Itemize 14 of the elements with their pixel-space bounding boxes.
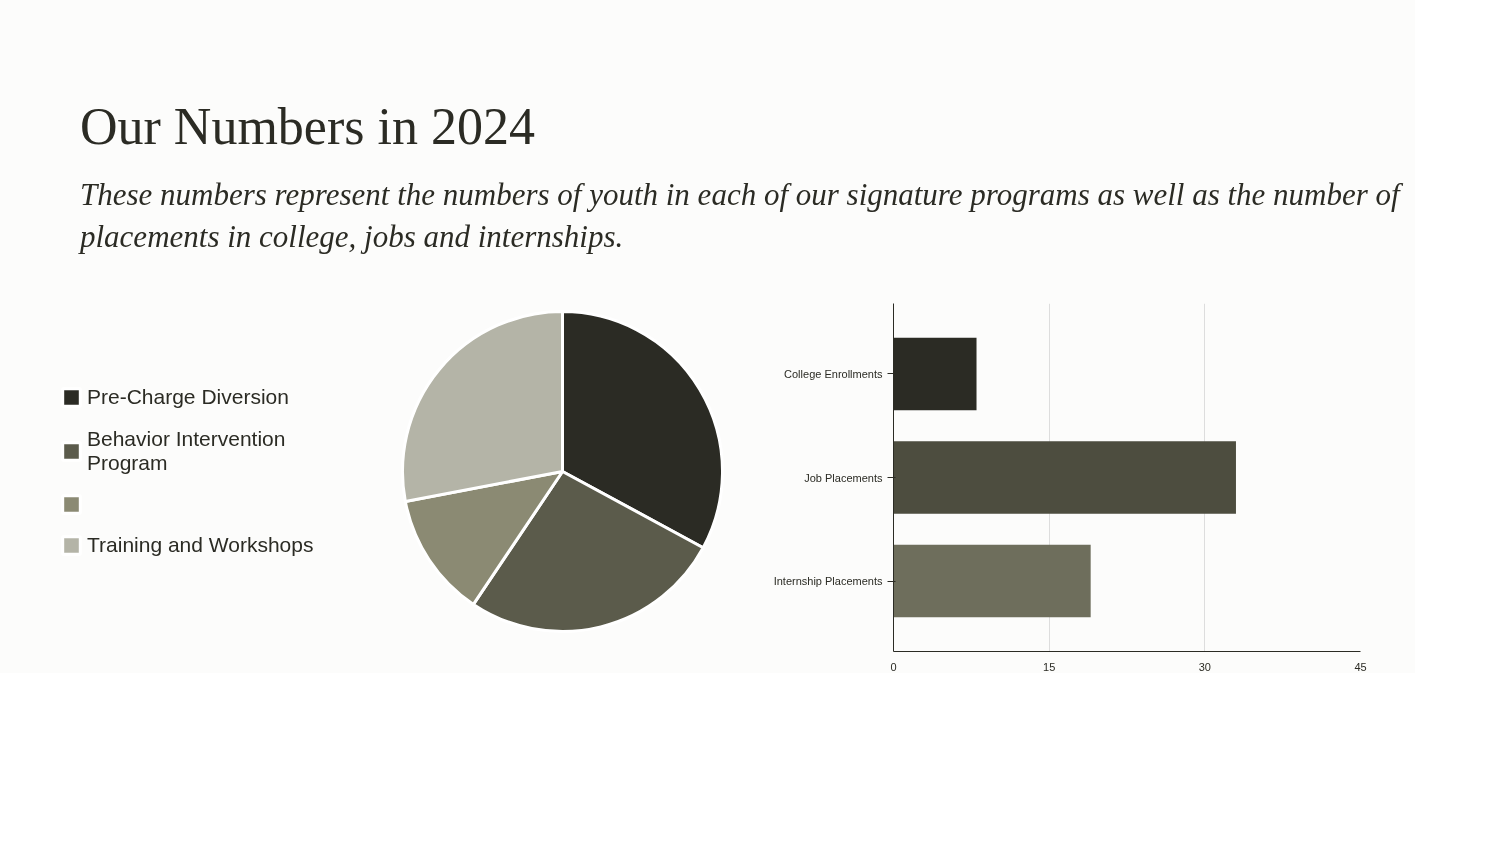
y-tick-label: Job Placements [804, 471, 883, 484]
x-tick-label: 30 [1198, 660, 1211, 673]
bar [893, 441, 1236, 515]
legend-label: Pre-Charge Diversion [87, 385, 289, 410]
x-tick-label: 45 [1354, 660, 1367, 673]
x-tick-label: 15 [1043, 660, 1056, 673]
chart-subtitle: These numbers represent the numbers of youth in each of our signature programs as well as the number of placements in college, jobs and internships. [80, 176, 1404, 257]
legend-label: Behavior Intervention Program [87, 427, 286, 476]
x-tick-label: 0 [890, 660, 897, 673]
bar [893, 545, 1091, 618]
legend-label: Training and Workshops [87, 533, 314, 558]
y-tick-label: College Enrollments [784, 368, 883, 381]
y-tick-label: Internship Placements [773, 575, 883, 588]
chart-title: Our Numbers in 2024 [80, 97, 535, 157]
